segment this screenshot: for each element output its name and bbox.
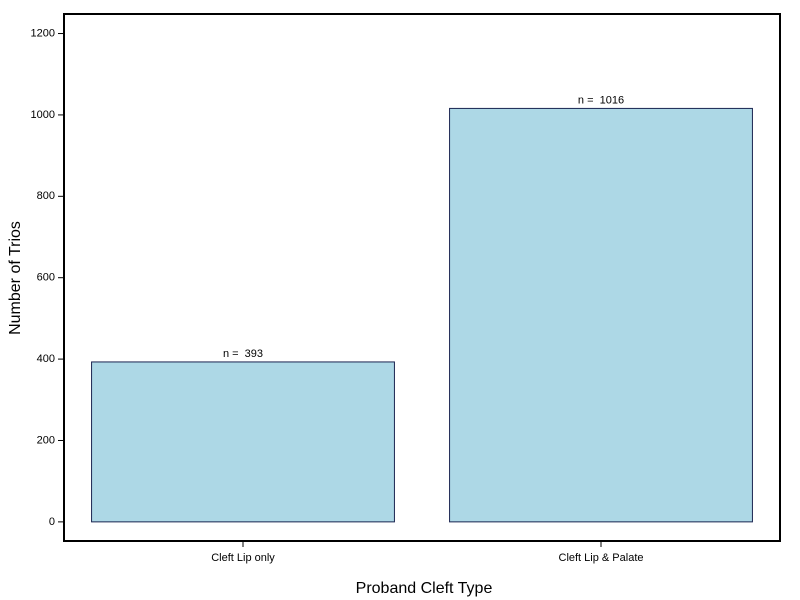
y-tick-label: 1200	[31, 27, 55, 39]
y-tick-label: 1000	[31, 109, 55, 121]
y-tick-label: 600	[37, 272, 55, 284]
bar	[91, 361, 395, 523]
x-tick-label: Cleft Lip & Palate	[559, 552, 644, 564]
y-axis-title: Number of Trios	[7, 221, 24, 335]
value-label: n = 393	[223, 348, 263, 360]
bar	[449, 107, 753, 523]
x-tick-label: Cleft Lip only	[211, 552, 275, 564]
y-tick-label: 0	[49, 516, 55, 528]
y-tick-label: 400	[37, 353, 55, 365]
value-label: n = 1016	[578, 94, 624, 106]
x-axis-title: Proband Cleft Type	[356, 580, 493, 597]
plot-frame	[63, 13, 781, 542]
y-tick-label: 800	[37, 190, 55, 202]
y-tick-label: 200	[37, 434, 55, 446]
